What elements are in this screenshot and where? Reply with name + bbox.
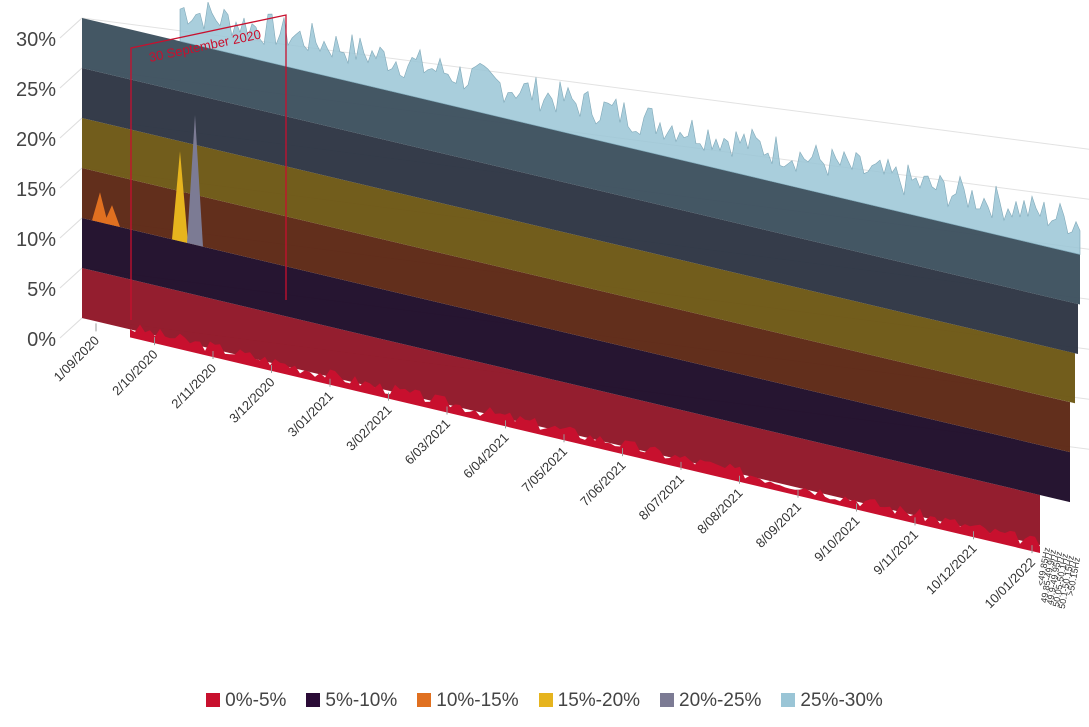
gridline [59,317,83,339]
x-tick-label: 8/09/2021 [753,499,805,551]
early-peak [172,151,188,244]
x-tick-label: 9/10/2021 [811,513,863,565]
legend-swatch [660,693,675,707]
early-peak [187,114,203,247]
legend-item: 25%-30% [781,690,883,712]
band-20%-25% [82,68,1078,355]
y-axis-ticks: 0% 5% 10% 15% 20% 25% 30% [16,29,56,351]
x-tick-label: 8/07/2021 [636,471,688,523]
legend-swatch [417,693,432,707]
band-top-edge [179,1,1081,255]
y-tick-label: 10% [16,229,56,251]
x-tick-label: 10/12/2021 [923,541,980,598]
legend-item: 5%-10% [306,690,397,712]
y-tick-label: 15% [16,179,56,201]
surface-bands [82,18,1080,545]
y-tick-label: 5% [27,279,56,301]
band-5%-10% [82,218,1070,503]
legend-label: 5%-10% [325,690,398,711]
x-tick-label: 2/11/2020 [168,361,219,412]
y-tick-label: 20% [16,129,56,151]
legend-item: 10%-15% [417,690,519,712]
x-tick-label: 10/01/2022 [981,555,1038,612]
x-tick-label: 2/10/2020 [109,347,161,399]
legend-item: 20%-25% [660,690,761,712]
gridline [59,167,83,189]
y-tick-label: 0% [27,329,56,351]
legend-label: 25%-30% [800,690,883,711]
x-tick-label: 7/06/2021 [577,458,629,510]
legend-swatch [206,693,221,707]
gridline [59,67,83,89]
band-10%-15% [82,168,1070,453]
x-tick-label: 7/05/2021 [519,444,571,496]
band-25%-30% [82,18,1080,305]
early-peak [92,192,108,225]
y-tick-label: 25% [16,79,56,101]
gridline [59,217,83,239]
legend-label: 10%-15% [436,690,519,711]
gridline [59,117,83,139]
legend-label: 0%-5% [225,690,287,711]
base-spikes [130,324,1040,553]
x-tick-label: 8/08/2021 [694,485,746,537]
depth-axis-ticks: <49.85Hz49.85-49.9Hz49.9-49.95Hz50.05-50… [1035,546,1082,609]
band-0%-5% [82,268,1040,545]
legend-swatch [538,693,553,707]
legend-label: 15%-20% [557,690,641,711]
x-tick-label: 3/01/2021 [285,388,337,440]
legend-swatch [781,693,796,707]
x-tick-label: 9/11/2021 [870,527,921,578]
x-tick-label: 3/02/2021 [343,402,395,454]
x-tick-label: 1/09/2020 [51,333,103,385]
legend: 0%-5% 5%-10% 10%-15% 15%-20% 20%-25% 25%-30% [0,690,1089,712]
band-15%-20% [82,118,1075,404]
x-tick-label: 6/03/2021 [402,416,454,468]
annotation-box [130,14,287,320]
gridline [59,267,83,289]
surface-spikes [92,1,1081,553]
legend-item: 15%-20% [538,690,641,712]
y-tick-label: 30% [16,29,56,51]
gridline [59,17,83,39]
legend-swatch [306,693,321,707]
x-tick-label: 6/04/2021 [460,430,512,482]
early-peak [104,205,120,228]
legend-item: 0%-5% [206,690,286,712]
x-tick-label: 3/12/2020 [226,374,278,426]
legend-label: 20%-25% [679,690,762,711]
